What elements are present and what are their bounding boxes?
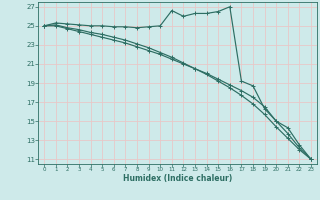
X-axis label: Humidex (Indice chaleur): Humidex (Indice chaleur) bbox=[123, 174, 232, 183]
